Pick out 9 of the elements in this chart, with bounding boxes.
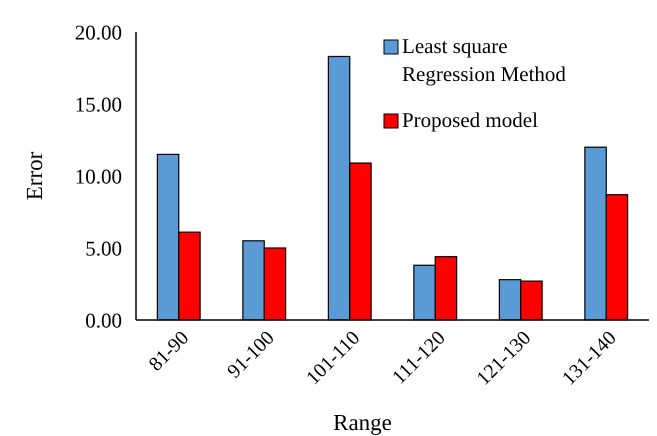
y-tick-label: 5.00 <box>85 236 122 260</box>
y-tick-label: 20.00 <box>74 20 122 44</box>
y-tick-label: 0.00 <box>85 308 122 332</box>
legend-label: Least square Regression Method <box>402 34 566 86</box>
y-axis-title: Error <box>22 151 47 200</box>
y-tick-label: 15.00 <box>74 92 122 116</box>
x-axis-title: Range <box>333 410 392 435</box>
y-tick-label: 10.00 <box>74 164 122 188</box>
legend-label: Proposed model <box>402 108 538 132</box>
